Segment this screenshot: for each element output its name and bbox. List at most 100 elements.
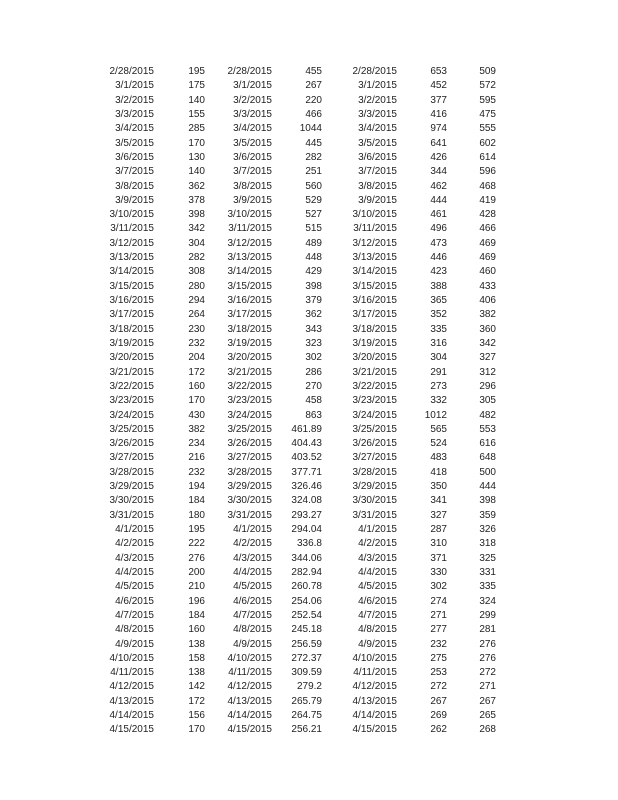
table-row: 3/12/2015 304 3/12/2015 489 3/12/2015 473 469 [0, 237, 618, 251]
cell-value-d: 469 [479, 252, 496, 264]
cell-date-c: 4/8/2015 [358, 624, 397, 636]
cell-date-c: 4/1/2015 [358, 524, 397, 535]
table-row: 3/29/2015 194 3/29/2015 326.46 3/29/2015 350 4… [0, 480, 618, 494]
cell-value-b: 251 [305, 166, 322, 178]
cell-value-b: 260.78 [291, 581, 322, 593]
cell-date-c: 3/7/2015 [358, 166, 397, 178]
table-row: 4/2/2015 222 4/2/2015 336.8 4/2/2015 310 318 [0, 537, 618, 551]
cell-value-b: 294.04 [291, 524, 322, 535]
cell-value-c: 352 [430, 309, 447, 321]
cell-date-b: 3/16/2015 [227, 295, 273, 306]
cell-date-a: 3/20/2015 [109, 352, 155, 364]
cell-value-b: 286 [305, 366, 322, 378]
cell-value-a: 282 [188, 252, 205, 264]
cell-value-a: 398 [188, 209, 205, 221]
table-row: 3/15/2015 280 3/15/2015 398 3/15/2015 388 433 [0, 280, 618, 294]
cell-value-d: 500 [479, 466, 496, 478]
cell-value-c: 653 [430, 66, 447, 77]
cell-value-a: 195 [188, 524, 205, 535]
cell-value-d: 271 [479, 681, 496, 693]
cell-date-b: 3/14/2015 [227, 266, 273, 278]
cell-date-c: 3/10/2015 [352, 209, 398, 221]
cell-date-c: 3/9/2015 [358, 194, 397, 206]
cell-value-c: 416 [430, 108, 447, 120]
cell-value-d: 335 [479, 581, 496, 593]
cell-date-a: 3/3/2015 [115, 108, 154, 120]
table-row: 3/8/2015 362 3/8/2015 560 3/8/2015 462 468 [0, 180, 618, 194]
cell-value-c: 344 [430, 166, 447, 178]
cell-date-a: 4/9/2015 [115, 638, 154, 650]
cell-value-d: 281 [479, 624, 496, 636]
cell-date-b: 3/29/2015 [227, 481, 273, 493]
cell-value-b: 466 [305, 108, 322, 120]
cell-value-c: 332 [430, 395, 447, 407]
table-row: 3/31/2015 180 3/31/2015 293.27 3/31/2015 327 3… [0, 509, 618, 523]
cell-value-a: 222 [188, 538, 205, 550]
cell-value-d: 342 [479, 337, 496, 349]
cell-value-a: 232 [188, 337, 205, 349]
cell-date-c: 4/11/2015 [353, 667, 397, 679]
cell-date-a: 3/14/2015 [109, 266, 155, 278]
cell-value-b: 264.75 [291, 710, 322, 722]
cell-value-d: 648 [479, 452, 496, 464]
cell-value-d: 572 [479, 80, 496, 92]
cell-date-a: 3/1/2015 [115, 80, 154, 92]
cell-date-a: 3/27/2015 [109, 452, 155, 464]
cell-value-c: 524 [430, 438, 447, 450]
cell-value-c: 327 [430, 509, 447, 521]
cell-date-a: 4/13/2015 [109, 695, 155, 707]
cell-value-b: 254.06 [291, 595, 322, 607]
cell-date-c: 3/12/2015 [352, 237, 398, 249]
cell-value-b: 344.06 [291, 552, 322, 564]
cell-date-c: 4/15/2015 [352, 724, 398, 736]
cell-date-b: 3/20/2015 [227, 352, 273, 364]
cell-date-c: 4/5/2015 [358, 581, 397, 593]
table-row: 3/26/2015 234 3/26/2015 404.43 3/26/2015 524 6… [0, 437, 618, 451]
table-row: 3/28/2015 232 3/28/2015 377.71 3/28/2015 418 5… [0, 466, 618, 480]
cell-date-c: 4/2/2015 [358, 538, 397, 550]
cell-value-d: 318 [479, 538, 496, 550]
cell-value-b: 404.43 [291, 438, 322, 450]
cell-value-c: 267 [430, 695, 447, 707]
cell-date-a: 3/26/2015 [109, 438, 155, 450]
cell-value-c: 565 [430, 423, 447, 435]
cell-value-a: 156 [188, 710, 205, 722]
cell-date-c: 3/22/2015 [352, 380, 398, 392]
cell-value-d: 331 [479, 566, 496, 578]
cell-value-a: 138 [188, 638, 205, 650]
cell-date-b: 3/27/2015 [227, 452, 273, 464]
cell-value-c: 272 [430, 681, 447, 693]
cell-date-c: 3/23/2015 [352, 395, 398, 407]
cell-value-c: 1012 [424, 409, 447, 421]
cell-date-a: 3/2/2015 [115, 94, 154, 106]
cell-date-a: 3/28/2015 [109, 466, 155, 478]
cell-value-a: 232 [188, 466, 205, 478]
cell-value-b: 324.08 [291, 495, 322, 507]
cell-value-b: 343 [305, 323, 322, 335]
cell-value-d: 326 [479, 524, 496, 535]
cell-date-a: 4/10/2015 [109, 652, 155, 664]
cell-value-c: 444 [430, 194, 447, 206]
cell-date-b: 3/22/2015 [227, 380, 273, 392]
cell-date-b: 3/12/2015 [227, 237, 273, 249]
cell-date-a: 3/21/2015 [109, 366, 155, 378]
cell-value-c: 275 [430, 652, 447, 664]
cell-date-b: 3/9/2015 [233, 194, 272, 206]
cell-value-a: 140 [188, 94, 205, 106]
cell-date-a: 4/5/2015 [115, 581, 154, 593]
cell-value-b: 279.2 [296, 681, 322, 693]
table-row: 4/9/2015 138 4/9/2015 256.59 4/9/2015 232 276 [0, 638, 618, 652]
cell-date-a: 3/24/2015 [109, 409, 155, 421]
table-row: 4/13/2015 172 4/13/2015 265.79 4/13/2015 267 2… [0, 695, 618, 709]
cell-value-b: 293.27 [291, 509, 322, 521]
cell-value-d: 324 [479, 595, 496, 607]
cell-date-a: 3/6/2015 [115, 151, 154, 163]
cell-date-a: 3/7/2015 [115, 166, 154, 178]
cell-date-c: 3/13/2015 [352, 252, 398, 264]
table-row: 3/10/2015 398 3/10/2015 527 3/10/2015 461 428 [0, 208, 618, 222]
cell-date-b: 3/1/2015 [233, 80, 272, 92]
cell-value-b: 282.94 [291, 566, 322, 578]
cell-date-c: 4/10/2015 [352, 652, 398, 664]
cell-date-b: 3/11/2015 [228, 223, 272, 235]
cell-date-c: 4/9/2015 [358, 638, 397, 650]
